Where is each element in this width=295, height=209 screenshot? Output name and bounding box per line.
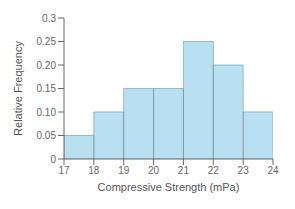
- svg-text:23: 23: [238, 165, 250, 176]
- svg-text:Compressive Strength (mPa): Compressive Strength (mPa): [98, 181, 240, 193]
- svg-text:19: 19: [118, 165, 130, 176]
- svg-text:22: 22: [208, 165, 220, 176]
- svg-text:0.20: 0.20: [37, 60, 57, 71]
- svg-text:0.3: 0.3: [42, 13, 56, 24]
- svg-text:20: 20: [148, 165, 160, 176]
- svg-text:0.15: 0.15: [37, 83, 57, 94]
- svg-text:Relative Frequency: Relative Frequency: [12, 41, 24, 136]
- svg-text:0.25: 0.25: [37, 36, 57, 47]
- svg-text:0: 0: [50, 154, 56, 165]
- svg-text:21: 21: [178, 165, 190, 176]
- svg-text:0.10: 0.10: [37, 107, 57, 118]
- svg-text:18: 18: [88, 165, 100, 176]
- svg-text:17: 17: [58, 165, 70, 176]
- svg-text:24: 24: [267, 165, 279, 176]
- svg-text:0.05: 0.05: [37, 130, 57, 141]
